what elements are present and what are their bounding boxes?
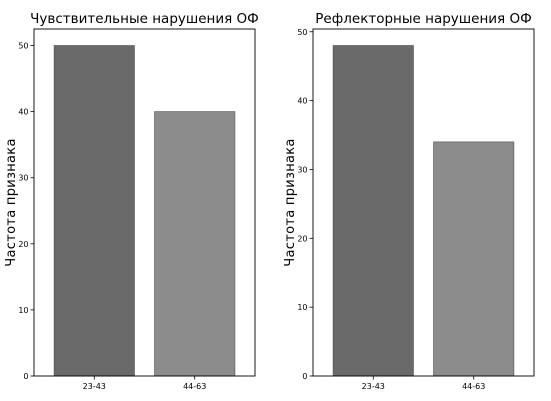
plot-area-frame <box>312 28 535 377</box>
y-tick-label: 10 <box>18 306 28 315</box>
bar-44-63 <box>154 111 236 377</box>
y-tick-label: 50 <box>297 28 307 37</box>
chart-panel-2: Рефлекторные нарушения ОФ Частота признак… <box>283 11 535 391</box>
y-tick-label: 20 <box>18 240 28 249</box>
y-tick-label: 10 <box>297 303 307 312</box>
bar-23-43 <box>53 45 135 377</box>
y-tick-label: 30 <box>297 165 307 174</box>
x-tick-label: 44-63 <box>183 382 206 391</box>
y-axis-label: Частота признака <box>283 138 298 266</box>
y-tick-label: 0 <box>23 372 28 381</box>
y-tick-label: 30 <box>18 174 28 183</box>
plot-area-frame <box>33 28 256 377</box>
bar-44-63 <box>433 141 515 377</box>
chart-title: Рефлекторные нарушения ОФ <box>315 11 531 27</box>
x-tick-label: 44-63 <box>462 382 485 391</box>
chart-panel-1: Чувствительные нарушения ОФ Частота призн… <box>4 11 259 391</box>
y-tick-label: 20 <box>297 234 307 243</box>
y-tick-label: 50 <box>18 42 28 51</box>
chart-title: Чувствительные нарушения ОФ <box>30 11 259 27</box>
x-tick-label: 23-43 <box>83 382 106 391</box>
y-tick-label: 0 <box>302 372 307 381</box>
y-axis-label: Частота признака <box>4 138 19 266</box>
bar-23-43 <box>332 45 414 377</box>
y-tick-label: 40 <box>18 108 28 117</box>
y-tick-label: 40 <box>297 97 307 106</box>
x-tick-label: 23-43 <box>362 382 385 391</box>
